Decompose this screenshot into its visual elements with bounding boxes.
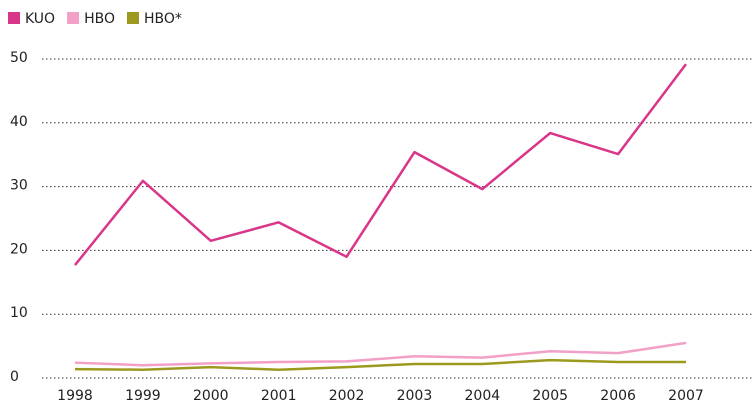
legend-swatch (126, 12, 139, 24)
x-tick-label: 2002 (329, 388, 365, 404)
y-tick-label: 0 (10, 369, 19, 385)
legend-label: HBO (84, 11, 115, 27)
x-tick-label: 1998 (57, 388, 93, 404)
series-line (74, 63, 687, 266)
y-tick-label: 50 (10, 50, 28, 66)
x-tick-label: 1999 (125, 388, 161, 404)
x-tick-label: 2004 (465, 388, 501, 404)
y-tick-label: 40 (10, 114, 28, 130)
x-tick-label: 2007 (668, 388, 704, 404)
x-tick-label: 2003 (397, 388, 433, 404)
y-tick-label: 10 (10, 305, 28, 321)
series-line (74, 341, 687, 367)
x-tick-label: 2006 (600, 388, 636, 404)
x-tick-label: 2005 (532, 388, 568, 404)
y-tick-label: 20 (10, 241, 28, 257)
y-tick-label: 30 (10, 178, 28, 194)
x-tick-label: 2000 (193, 388, 229, 404)
legend-swatch (8, 12, 20, 24)
legend-label: KUO (25, 11, 55, 27)
legend-label: HBO* (144, 11, 182, 27)
legend-swatch (67, 12, 80, 24)
x-tick-label: 2001 (261, 388, 297, 404)
series-line (74, 358, 686, 371)
